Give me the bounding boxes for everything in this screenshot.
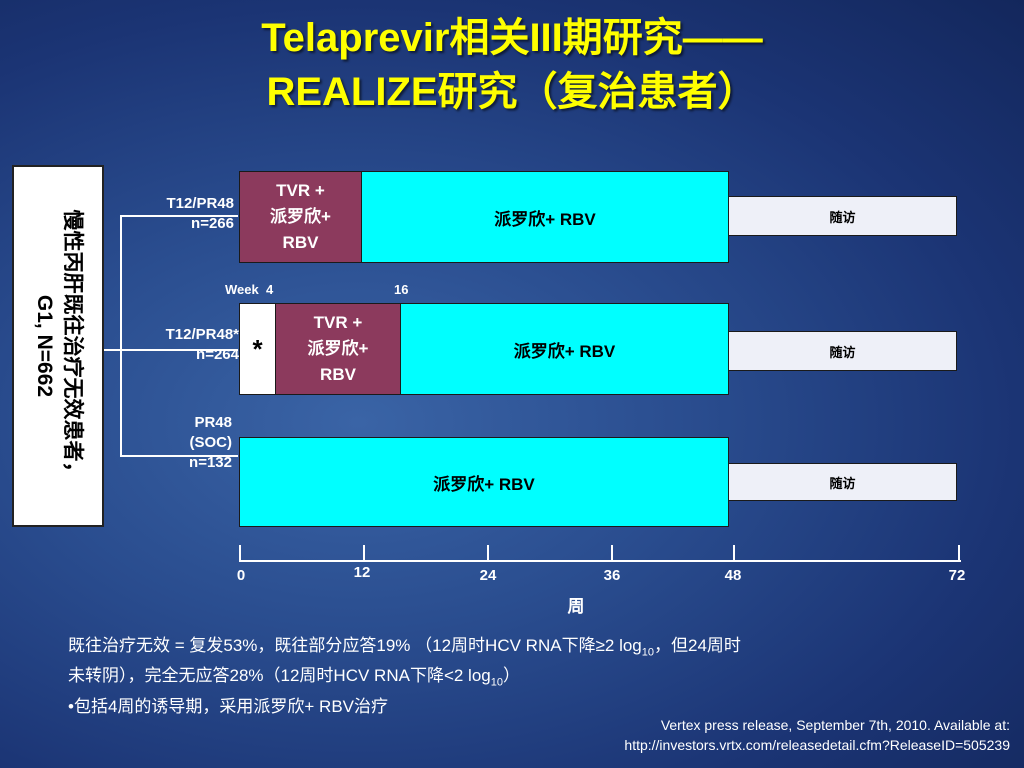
arm1-peg-label: 派罗欣+ RBV bbox=[494, 209, 596, 229]
arm1-tvr-line2: 派罗欣+ bbox=[270, 207, 331, 226]
population-line2: G1, N=662 bbox=[33, 294, 56, 398]
arm3-n: n=132 bbox=[189, 454, 232, 471]
tick-24 bbox=[487, 545, 489, 562]
week-marker-16: 16 bbox=[394, 282, 408, 297]
axis-title-weeks: 周 bbox=[567, 597, 585, 616]
arm3-peg-bar: 派罗欣+ RBV bbox=[239, 437, 729, 527]
tick-label-12: 12 bbox=[353, 564, 371, 581]
tick-0 bbox=[239, 545, 241, 562]
tick-label-0: 0 bbox=[236, 567, 246, 584]
tick-label-36: 36 bbox=[603, 567, 621, 584]
footnote-line2: 未转阴），完全无应答28%（12周时HCV RNA下降<2 log10） bbox=[68, 664, 988, 694]
arm2-lead-in-bar: * bbox=[239, 303, 276, 395]
arm1-followup-label: 随访 bbox=[829, 209, 856, 225]
arm1-n: n=266 bbox=[191, 215, 234, 232]
arm1-name: T12/PR48 bbox=[166, 195, 234, 212]
arm2-tvr-bar: TVR + 派罗欣+ RBV bbox=[275, 303, 401, 395]
reference-url: http://investors.vrtx.com/releasedetail.… bbox=[624, 737, 1010, 753]
footnote-line1-sub: 10 bbox=[641, 646, 655, 659]
population-line1: 慢性丙肝既往治疗无效患者， bbox=[61, 209, 84, 483]
arm2-tvr-line2: 派罗欣+ bbox=[307, 339, 369, 358]
slide-title-line1: Telaprevir相关III期研究—— bbox=[261, 16, 763, 60]
arm2-peg-label: 派罗欣+ RBV bbox=[513, 341, 616, 361]
footnote-line1-b: ，但24周时 bbox=[654, 636, 741, 655]
reference: Vertex press release, September 7th, 201… bbox=[624, 715, 1010, 755]
footnote-line2-sub: 10 bbox=[490, 676, 503, 689]
population-box: 慢性丙肝既往治疗无效患者， G1, N=662 bbox=[12, 165, 104, 527]
arm3-followup-label: 随访 bbox=[829, 475, 856, 491]
arm2-tvr-line3: RBV bbox=[320, 365, 356, 384]
arm2-tvr-line1: TVR + bbox=[313, 313, 363, 332]
tree-stem bbox=[104, 349, 122, 351]
time-axis-line bbox=[239, 560, 961, 562]
arm3-label: PR48 (SOC) n=132 bbox=[189, 413, 232, 473]
arm1-tvr-line1: TVR + bbox=[276, 181, 325, 200]
arm1-followup-bar: 随访 bbox=[728, 196, 957, 236]
tree-branch-arm2 bbox=[120, 349, 238, 351]
population-label: 慢性丙肝既往治疗无效患者， G1, N=662 bbox=[30, 210, 86, 483]
arm2-followup-bar: 随访 bbox=[728, 331, 957, 371]
tick-label-72: 72 bbox=[948, 567, 966, 584]
footnote-line3: •包括4周的诱导期，采用派罗欣+ RBV治疗 bbox=[68, 696, 389, 716]
arm2-label: T12/PR48* n=264 bbox=[166, 325, 239, 365]
tree-trunk bbox=[120, 215, 122, 457]
footnotes: 既往治疗无效 = 复发53%，既往部分应答19% （12周时HCV RNA下降≥… bbox=[68, 634, 988, 718]
arm1-tvr-bar: TVR + 派罗欣+ RBV bbox=[239, 171, 362, 263]
arm1-tvr-line3: RBV bbox=[282, 233, 319, 252]
tick-12 bbox=[363, 545, 365, 562]
arm1-label: T12/PR48 n=266 bbox=[166, 194, 234, 234]
tick-label-24: 24 bbox=[479, 567, 497, 584]
tick-36 bbox=[611, 545, 613, 562]
footnote-line1: 既往治疗无效 = 复发53%，既往部分应答19% （12周时HCV RNA下降≥… bbox=[68, 634, 988, 664]
reference-line1: Vertex press release, September 7th, 201… bbox=[660, 717, 1010, 733]
arm2-name: T12/PR48* bbox=[165, 326, 239, 343]
arm3-followup-bar: 随访 bbox=[728, 463, 957, 501]
week-16-value: 16 bbox=[394, 282, 409, 297]
arm3-peg-label: 派罗欣+ RBV bbox=[433, 474, 535, 494]
tick-label-48: 48 bbox=[724, 567, 742, 584]
slide-title-line2: REALIZE研究（复治患者） bbox=[266, 70, 758, 114]
arm3-name: PR48 bbox=[194, 414, 232, 431]
arm1-peg-bar: 派罗欣+ RBV bbox=[361, 171, 729, 263]
arm3-soc: (SOC) bbox=[189, 434, 233, 451]
arm2-n: n=264 bbox=[196, 346, 239, 363]
footnote-line2-a: 未转阴），完全无应答28%（12周时HCV RNA下降<2 log bbox=[68, 666, 491, 686]
tick-72 bbox=[958, 545, 960, 562]
lead-in-asterisk: * bbox=[252, 333, 263, 364]
arm2-peg-bar: 派罗欣+ RBV bbox=[400, 303, 729, 395]
footnote-line1-a: 既往治疗无效 = 复发53%，既往部分应答19% （12周时HCV RNA下降≥… bbox=[68, 636, 642, 655]
tree-branch-arm1 bbox=[120, 215, 238, 217]
tree-branch-arm3 bbox=[120, 455, 238, 457]
week-4-value: 4 bbox=[265, 282, 274, 297]
footnote-line2-b: ） bbox=[502, 666, 520, 686]
tick-48 bbox=[733, 545, 735, 562]
week-label: Week bbox=[225, 282, 259, 297]
arm2-followup-label: 随访 bbox=[829, 344, 856, 360]
week-marker-4: Week 4 bbox=[225, 282, 273, 297]
